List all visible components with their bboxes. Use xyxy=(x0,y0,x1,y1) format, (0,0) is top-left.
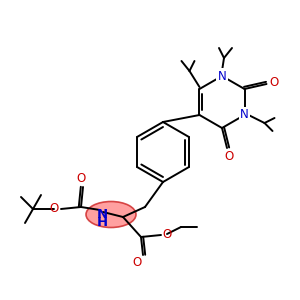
Text: O: O xyxy=(50,202,58,215)
Text: O: O xyxy=(132,256,142,269)
Ellipse shape xyxy=(86,202,136,227)
Text: N: N xyxy=(218,70,226,83)
Text: O: O xyxy=(76,172,85,185)
Text: O: O xyxy=(269,76,278,88)
Text: N: N xyxy=(96,208,108,220)
Text: O: O xyxy=(224,149,234,163)
Text: H: H xyxy=(96,215,108,229)
Text: O: O xyxy=(162,227,172,241)
Text: N: N xyxy=(240,109,249,122)
